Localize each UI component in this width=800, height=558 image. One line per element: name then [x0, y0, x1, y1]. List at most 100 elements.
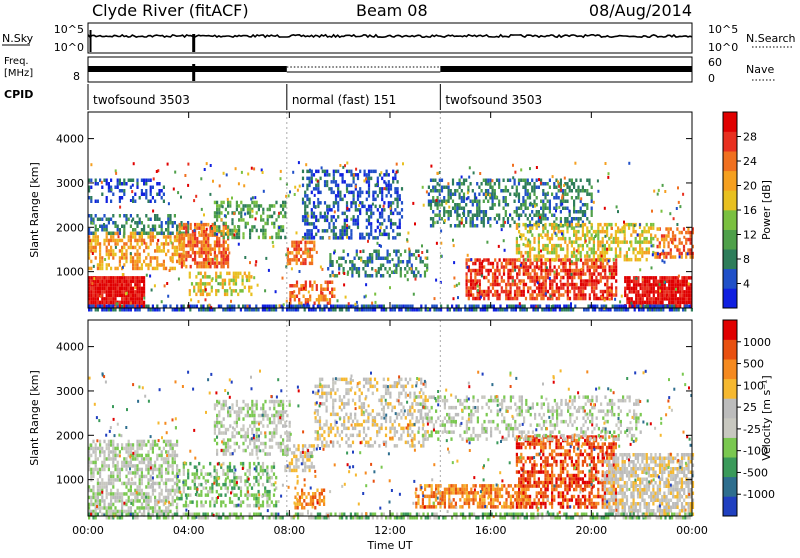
heatmap-cell — [604, 244, 606, 248]
heatmap-cell — [268, 308, 270, 312]
heatmap-cell — [156, 193, 158, 197]
heatmap-cell — [106, 249, 108, 253]
heatmap-cell — [92, 492, 94, 496]
heatmap-cell — [577, 189, 579, 193]
heatmap-cell — [668, 276, 670, 280]
heatmap-cell — [183, 223, 185, 227]
heatmap-cell — [489, 194, 491, 197]
heatmap-cell — [635, 237, 637, 241]
heatmap-cell — [333, 205, 335, 209]
heatmap-cell — [630, 244, 632, 248]
heatmap-cell — [615, 293, 617, 297]
heatmap-cell — [626, 294, 628, 298]
heatmap-cell — [363, 308, 365, 312]
heatmap-cell — [516, 226, 518, 229]
heatmap-cell — [296, 281, 298, 285]
heatmap-cell — [176, 305, 178, 309]
heatmap-cell — [117, 454, 119, 458]
heatmap-cell — [587, 265, 589, 269]
heatmap-cell — [112, 478, 114, 482]
heatmap-cell — [278, 229, 280, 233]
heatmap-cell — [167, 228, 169, 232]
heatmap-cell — [247, 222, 249, 226]
heatmap-cell — [618, 305, 620, 309]
heatmap-cell — [371, 260, 373, 264]
heatmap-cell — [598, 308, 600, 312]
heatmap-cell — [134, 200, 136, 204]
heatmap-cell — [304, 308, 306, 312]
heatmap-cell — [189, 289, 191, 293]
heatmap-cell — [136, 471, 138, 475]
heatmap-cell — [588, 237, 590, 241]
heatmap-cell — [503, 272, 505, 276]
heatmap-cell — [357, 226, 359, 230]
heatmap-cell — [368, 194, 370, 198]
heatmap-cell — [540, 254, 542, 258]
heatmap-cell — [640, 308, 642, 312]
heatmap-cell — [108, 189, 110, 193]
heatmap-cell — [115, 172, 117, 175]
heatmap-cell — [136, 249, 138, 253]
heatmap-cell — [510, 272, 512, 276]
heatmap-cell — [483, 217, 485, 221]
heatmap-cell — [508, 305, 510, 309]
heatmap-cell — [156, 232, 158, 236]
heatmap-cell — [147, 440, 149, 444]
heatmap-cell — [681, 255, 683, 258]
heatmap-cell — [134, 260, 136, 264]
heatmap-cell — [403, 305, 405, 309]
heatmap-cell — [441, 186, 443, 190]
heatmap-cell — [240, 211, 242, 215]
heatmap-cell — [527, 286, 529, 290]
heatmap-cell — [297, 308, 299, 312]
heatmap-cell — [686, 280, 688, 284]
heatmap-cell — [215, 272, 217, 276]
heatmap-cell — [121, 287, 123, 291]
heatmap-cell — [304, 219, 306, 223]
heatmap-cell — [386, 170, 388, 174]
heatmap-cell — [316, 288, 318, 292]
heatmap-cell — [377, 220, 379, 223]
heatmap-cell — [503, 200, 505, 204]
heatmap-cell — [179, 240, 181, 244]
heatmap-cell — [92, 222, 94, 225]
heatmap-cell — [125, 242, 127, 246]
heatmap-cell — [430, 189, 432, 193]
heatmap-cell — [615, 262, 617, 266]
heatmap-cell — [200, 282, 202, 286]
heatmap-cell — [577, 244, 579, 248]
heatmap-cell — [545, 272, 547, 276]
heatmap-cell — [128, 447, 130, 451]
heatmap-cell — [418, 308, 420, 312]
heatmap-cell — [430, 217, 432, 221]
heatmap-cell — [130, 252, 132, 255]
heatmap-cell — [119, 214, 121, 218]
heatmap-cell — [100, 295, 102, 298]
heatmap-cell — [108, 239, 110, 243]
heatmap-cell — [655, 297, 657, 301]
heatmap-cell — [494, 217, 496, 221]
heatmap-cell — [388, 187, 390, 191]
heatmap-cell — [198, 254, 200, 258]
heatmap-cell — [553, 214, 555, 218]
heatmap-cell — [392, 177, 394, 181]
heatmap-cell — [381, 187, 383, 191]
heatmap-cell — [128, 239, 130, 243]
heatmap-cell — [566, 182, 568, 186]
heatmap-cell — [580, 197, 582, 200]
heatmap-cell — [235, 289, 237, 293]
heatmap-cell — [136, 485, 138, 489]
heatmap-cell — [139, 454, 141, 458]
heatmap-cell — [496, 297, 498, 301]
heatmap-cell — [134, 496, 136, 500]
heatmap-cell — [112, 457, 114, 461]
heatmap-cell — [110, 443, 112, 447]
heatmap-cell — [474, 193, 476, 197]
heatmap-cell — [324, 173, 326, 177]
heatmap-cell — [420, 308, 422, 312]
heatmap-cell — [609, 293, 611, 297]
heatmap-cell — [320, 236, 322, 240]
heatmap-cell — [220, 261, 222, 265]
heatmap-cell — [101, 506, 103, 510]
heatmap-cell — [161, 196, 163, 200]
